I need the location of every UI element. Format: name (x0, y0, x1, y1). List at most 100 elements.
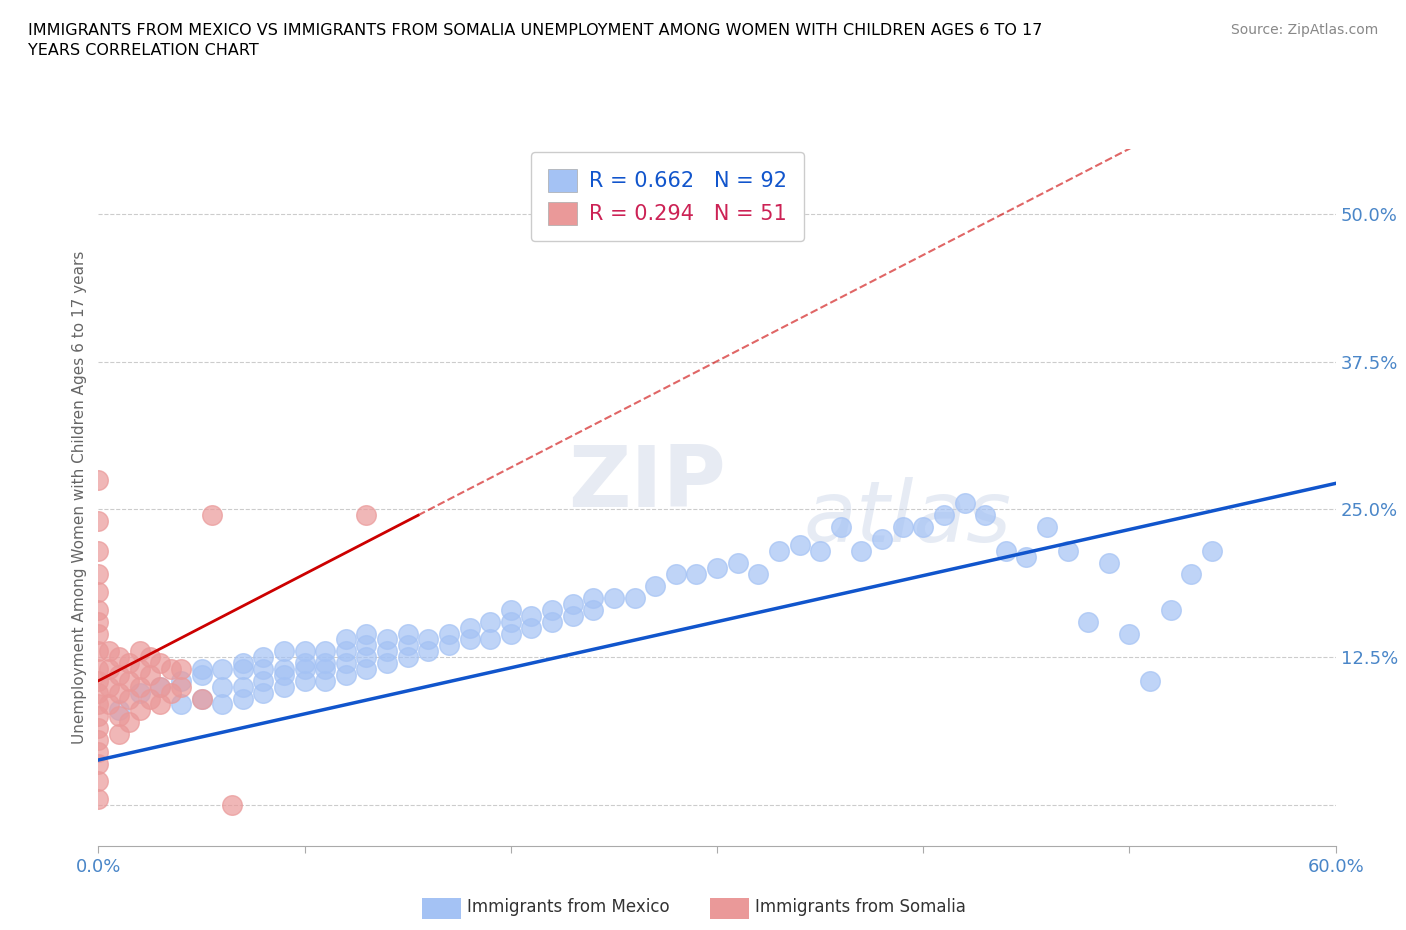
Point (335, 668, 357, 683)
Point (170, 673, 193, 688)
Point (221, 798, 243, 813)
Point (108, 703, 131, 718)
Point (1139, 673, 1161, 688)
Point (375, 644, 398, 658)
Point (87, 774, 110, 789)
Point (118, 673, 141, 688)
Point (396, 626, 419, 641)
Point (830, 520, 852, 535)
Point (252, 685, 274, 700)
Text: ZIP: ZIP (568, 442, 727, 525)
Point (1160, 603, 1182, 618)
Point (706, 561, 728, 576)
Point (418, 632, 440, 647)
Point (159, 661, 181, 676)
Point (87, 661, 110, 676)
Point (87, 685, 110, 700)
Point (87, 644, 110, 658)
Point (623, 591, 645, 605)
Point (1118, 626, 1140, 641)
Point (211, 661, 233, 676)
Point (87, 626, 110, 641)
Point (912, 520, 935, 535)
Point (273, 679, 295, 694)
Point (356, 661, 378, 676)
Point (252, 650, 274, 665)
Point (108, 685, 131, 700)
Point (375, 632, 398, 647)
Point (499, 603, 522, 618)
Point (128, 644, 150, 658)
Point (1077, 614, 1099, 629)
Point (768, 543, 790, 558)
Point (1015, 550, 1038, 565)
Point (520, 620, 543, 635)
Point (252, 661, 274, 676)
Point (458, 632, 481, 647)
Point (170, 679, 193, 694)
Point (170, 661, 193, 676)
Point (128, 703, 150, 718)
Point (520, 608, 543, 623)
Point (418, 644, 440, 658)
Point (149, 697, 172, 711)
Point (541, 603, 564, 618)
Text: atlas: atlas (804, 477, 1012, 560)
Point (87, 673, 110, 688)
Point (118, 656, 141, 671)
Point (458, 620, 481, 635)
Point (396, 638, 419, 653)
Point (159, 685, 181, 700)
Point (87, 472, 110, 487)
Point (139, 691, 162, 706)
Point (294, 673, 316, 688)
Point (356, 638, 378, 653)
Point (541, 614, 564, 629)
Point (335, 632, 357, 647)
Y-axis label: Unemployment Among Women with Children Ages 6 to 17 years: Unemployment Among Women with Children A… (72, 251, 87, 744)
Point (118, 691, 141, 706)
Point (97, 697, 120, 711)
Point (499, 626, 522, 641)
Point (974, 508, 997, 523)
Point (870, 531, 893, 546)
Point (139, 650, 162, 665)
Point (87, 709, 110, 724)
Point (294, 644, 316, 658)
Point (1056, 543, 1078, 558)
Point (128, 661, 150, 676)
Point (1036, 520, 1059, 535)
Point (273, 668, 295, 683)
Point (232, 679, 254, 694)
Point (644, 578, 666, 593)
Point (356, 626, 378, 641)
Point (232, 661, 254, 676)
Point (665, 567, 688, 582)
Point (128, 685, 150, 700)
Point (561, 608, 583, 623)
Point (479, 632, 502, 647)
Point (314, 656, 336, 671)
Point (190, 661, 212, 676)
Point (87, 756, 110, 771)
Point (891, 520, 914, 535)
Point (87, 721, 110, 736)
Point (561, 596, 583, 611)
Point (356, 650, 378, 665)
Point (685, 567, 707, 582)
Point (108, 668, 131, 683)
Point (994, 543, 1017, 558)
Point (953, 496, 976, 511)
Point (108, 650, 131, 665)
Point (747, 567, 769, 582)
Point (118, 715, 141, 730)
Point (499, 614, 522, 629)
Point (232, 691, 254, 706)
Point (727, 555, 749, 570)
Point (232, 656, 254, 671)
Point (87, 614, 110, 629)
Text: Immigrants from Somalia: Immigrants from Somalia (755, 897, 966, 916)
Point (87, 791, 110, 806)
Point (356, 508, 378, 523)
Point (273, 661, 295, 676)
